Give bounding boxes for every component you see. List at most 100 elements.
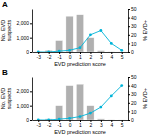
marker — [58, 118, 61, 120]
tick: 2 — [90, 120, 93, 128]
tick-label: 4 — [110, 122, 113, 128]
tick: 20 — [128, 100, 137, 106]
bar — [108, 51, 115, 52]
chart: -3-2-101234501,0002,00001020304050EVD pr… — [0, 0, 150, 136]
y2-axis: 0 10 20 30 40 50 — [128, 74, 137, 123]
bar — [87, 38, 94, 52]
axis-line — [32, 78, 33, 121]
tick-mark — [30, 52, 32, 53]
y-axis-title-line: suspects — [6, 19, 12, 41]
tick-mark — [128, 26, 130, 27]
marker — [120, 49, 123, 52]
axis-line — [32, 10, 33, 53]
panel-label: B — [2, 68, 8, 77]
marker — [79, 46, 82, 49]
tick-mark — [128, 43, 130, 44]
bar — [55, 41, 62, 52]
x-axis: -3-2-1012345 — [33, 52, 129, 60]
tick-label: -1 — [57, 54, 62, 60]
y-axis-title-line: suspects — [6, 87, 12, 109]
tick-mark — [128, 35, 130, 36]
tick: -3 — [37, 120, 42, 128]
plot-area — [35, 15, 126, 52]
marker — [120, 84, 123, 87]
tick-mark — [30, 23, 32, 24]
x-axis-title: EVD prediction score — [54, 61, 106, 67]
tick-label: -2 — [47, 54, 52, 60]
tick: 50 — [128, 6, 137, 12]
marker — [37, 119, 40, 120]
marker — [47, 51, 50, 52]
tick-label: 10 — [131, 41, 137, 47]
bar — [66, 16, 73, 52]
tick-label: -3 — [37, 122, 42, 128]
bar — [55, 106, 62, 120]
tick: 20 — [128, 32, 137, 38]
tick: 50 — [128, 74, 137, 80]
tick-label: 5 — [121, 54, 124, 60]
tick: -2 — [47, 52, 52, 60]
marker — [58, 50, 61, 52]
marker — [47, 119, 50, 120]
bar — [87, 106, 94, 120]
tick: 2 — [90, 52, 93, 60]
tick-label: 1,000 — [16, 35, 29, 41]
tick-label: 40 — [131, 15, 137, 21]
bar — [118, 119, 125, 120]
tick-label: 40 — [131, 83, 137, 89]
tick: 3 — [100, 120, 103, 128]
tick-label: 1,000 — [16, 103, 29, 109]
tick-mark — [128, 111, 130, 112]
line — [38, 31, 121, 53]
tick-label: 30 — [131, 91, 137, 97]
tick-mark — [128, 86, 130, 87]
tick-mark — [30, 91, 32, 92]
marker — [110, 42, 113, 45]
tick: 0 — [128, 117, 134, 123]
tick: 4 — [110, 120, 113, 128]
tick: 40 — [128, 15, 137, 21]
tick: 1,000 — [16, 103, 32, 109]
tick-label: 2,000 — [16, 88, 29, 94]
y2-axis-title: % EVD+ — [142, 88, 148, 109]
tick-label: 1 — [79, 54, 82, 60]
tick-mark — [128, 94, 130, 95]
x-axis-title: EVD prediction score — [54, 129, 106, 135]
tick-mark — [30, 106, 32, 107]
line — [38, 86, 121, 120]
tick: 4 — [110, 52, 113, 60]
tick: 0 — [26, 117, 32, 123]
tick-label: 0 — [131, 49, 134, 55]
tick-mark — [30, 120, 32, 121]
bar — [108, 119, 115, 120]
tick: 1 — [79, 120, 82, 128]
bar — [76, 84, 83, 120]
tick: 2,000 — [16, 20, 32, 26]
tick-label: -2 — [47, 122, 52, 128]
tick-label: 0 — [131, 117, 134, 123]
tick: -1 — [57, 52, 62, 60]
bar — [76, 15, 83, 52]
tick: 1 — [79, 52, 82, 60]
tick: 30 — [128, 91, 137, 97]
y2-axis: 01020304050 — [128, 6, 137, 55]
tick: -3 — [37, 52, 42, 60]
markers — [37, 84, 123, 120]
tick-label: 0 — [26, 117, 29, 123]
axis-line — [128, 10, 129, 53]
tick: 10 — [128, 109, 137, 115]
tick-label: 2 — [90, 54, 93, 60]
tick: 0 — [69, 120, 72, 128]
panel: -3-2-101234501,0002,00001020304050EVD pr… — [0, 68, 148, 135]
tick-mark — [128, 103, 130, 104]
marker — [99, 29, 102, 32]
tick: -1 — [57, 120, 62, 128]
tick: 5 — [121, 120, 124, 128]
tick-label: 2 — [90, 122, 93, 128]
tick: -2 — [47, 120, 52, 128]
tick-mark — [128, 52, 130, 53]
tick: 0 — [26, 49, 32, 55]
tick-label: -1 — [57, 122, 62, 128]
tick: 3 — [100, 52, 103, 60]
bar — [97, 119, 104, 120]
